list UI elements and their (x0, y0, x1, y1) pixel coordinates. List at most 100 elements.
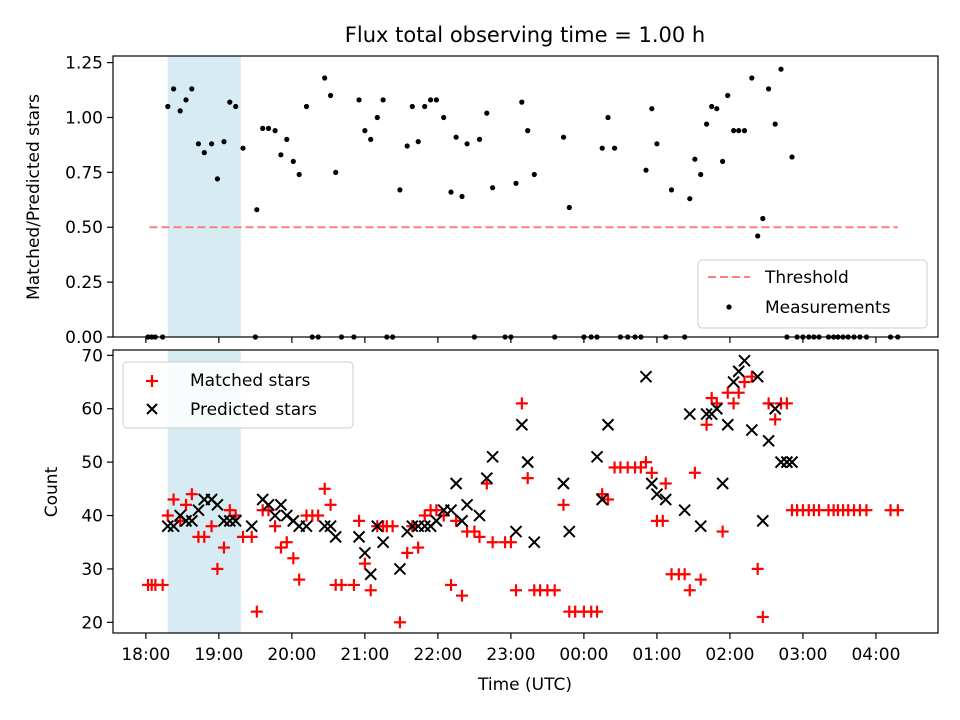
bottom-x-tick-label: 20:00 (267, 645, 316, 665)
legend-matched-label: Matched stars (190, 371, 310, 391)
top-y-tick-label: 1.00 (65, 108, 103, 128)
ratio-panel: 0.00 0.25 0.50 0.75 1.00 1.25 Matched/Predict… (24, 54, 939, 348)
measurement-point (714, 106, 720, 112)
predicted-star-point (721, 418, 734, 431)
predicted-star-point (756, 514, 769, 528)
predicted-star-point (418, 520, 431, 533)
measurement-point (374, 114, 380, 121)
predicted-star-point (700, 407, 713, 421)
predicted-star-point (406, 520, 419, 533)
measurement-point (356, 97, 362, 103)
measurement-point (692, 156, 698, 162)
predicted-star-point (318, 520, 331, 533)
matched-star-point (347, 578, 360, 591)
legend-measurements-swatch (726, 304, 732, 310)
measurement-point (265, 125, 272, 131)
measurement-point (177, 108, 183, 114)
predicted-star-point (645, 477, 659, 490)
measurement-point (476, 136, 483, 142)
measurement-point (612, 145, 618, 151)
measurement-point (195, 141, 201, 147)
measurement-point (380, 97, 386, 103)
matched-star-point (468, 525, 481, 538)
measurement-point (290, 158, 296, 164)
matched-star-point (694, 573, 707, 586)
predicted-star-point (751, 370, 764, 383)
predicted-star-point (480, 471, 494, 485)
measurement-point (778, 66, 784, 72)
measurement-point (605, 114, 611, 121)
matched-star-point (287, 552, 300, 565)
measurement-point (278, 152, 284, 158)
measurement-point (513, 180, 519, 186)
measurement-point (755, 233, 761, 239)
predicted-star-point (678, 503, 691, 517)
predicted-star-point (595, 493, 609, 506)
matched-star-point (335, 578, 348, 591)
predicted-star-point (324, 520, 337, 533)
top-legend-box (697, 259, 928, 329)
matched-star-point (727, 397, 740, 410)
predicted-star-point (745, 423, 759, 437)
matched-star-point (318, 482, 331, 495)
bottom-x-tick-label: 04:00 (851, 645, 900, 665)
matched-star-point (602, 493, 614, 506)
measurement-point (397, 187, 403, 193)
measurement-point (741, 128, 748, 134)
measurement-point (296, 171, 302, 178)
matched-star-point (521, 472, 534, 485)
predicted-star-point (768, 402, 782, 415)
predicted-star-point (329, 530, 342, 544)
measurement-point (433, 97, 439, 103)
matched-star-point (705, 392, 718, 405)
measurement-point (368, 136, 374, 142)
x-axis-label: Time (UTC) (477, 675, 572, 695)
measurement-point (183, 97, 189, 103)
matched-star-point (198, 530, 211, 543)
matched-star-point (418, 509, 431, 522)
matched-star-point (548, 584, 561, 597)
predicted-star-point (444, 503, 458, 517)
measurement-point (709, 103, 715, 110)
top-y-tick-label: 0.00 (65, 328, 103, 348)
measurement-point (428, 97, 434, 103)
predicted-star-point (727, 375, 740, 389)
measurement-point (227, 99, 233, 105)
measurement-point (760, 215, 766, 222)
matched-star-point (167, 493, 180, 506)
matched-star-point (756, 610, 769, 623)
chart-title: Flux total observing time = 1.00 h (345, 23, 705, 47)
measurement-point (254, 207, 260, 213)
measurement-point (362, 128, 368, 134)
matched-star-point (515, 397, 528, 410)
bottom-legend: Matched stars Predicted stars (122, 361, 354, 429)
predicted-star-point (371, 520, 384, 533)
matched-star-point (274, 541, 287, 554)
top-y-axis-ticks: 0.00 0.25 0.50 0.75 1.00 1.25 (65, 54, 113, 348)
measurement-point (448, 189, 454, 195)
predicted-star-point (211, 498, 224, 512)
matched-star-point (211, 562, 224, 575)
matched-star-point (353, 514, 366, 527)
predicted-star-point (460, 498, 474, 512)
matched-star-point (161, 509, 174, 522)
predicted-star-point (358, 546, 372, 560)
top-y-tick-label: 0.25 (65, 273, 103, 293)
predicted-star-point (557, 477, 570, 490)
predicted-star-point (683, 407, 696, 421)
predicted-star-point (762, 434, 775, 447)
predicted-star-point (486, 450, 499, 463)
measurement-point (272, 128, 278, 134)
matched-star-point (678, 568, 691, 581)
measurement-point (409, 103, 415, 110)
measurement-point (525, 128, 531, 134)
predicted-star-point (192, 503, 205, 517)
predicted-star-point (515, 418, 529, 431)
predicted-star-point (430, 514, 443, 528)
predicted-star-point (650, 487, 664, 501)
measurement-point (165, 103, 171, 110)
predicted-star-point (590, 450, 604, 463)
top-y-axis-label: Matched/Predicted stars (24, 94, 44, 300)
matched-star-point (293, 573, 306, 586)
bottom-y-tick-label: 60 (81, 400, 103, 420)
